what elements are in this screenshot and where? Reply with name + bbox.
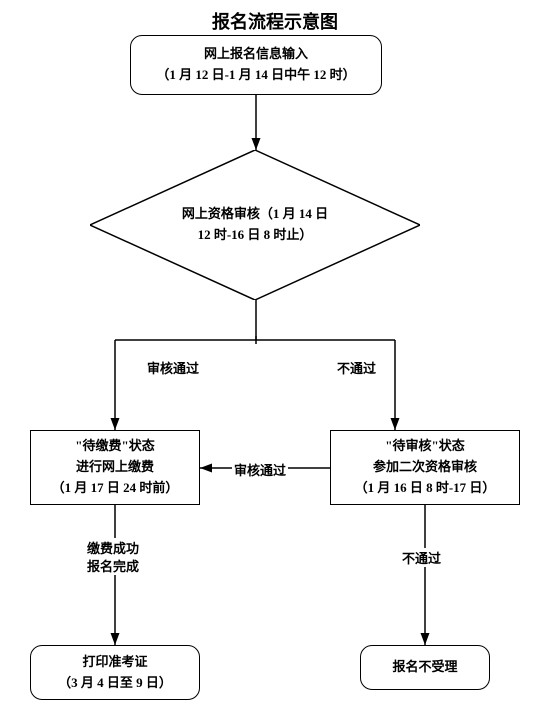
title-text: 报名流程示意图	[212, 12, 338, 32]
n2-line2: 12 时-16 日 8 时止）	[198, 225, 313, 246]
n1-line1: 网上报名信息输入	[204, 44, 308, 65]
label-pass: 审核通过	[145, 358, 201, 377]
node-pending-review: "待审核"状态 参加二次资格审核 （1 月 16 日 8 时-17 日）	[330, 430, 520, 505]
node-print-ticket: 打印准考证 （3 月 4 日至 9 日）	[30, 645, 200, 700]
label-paydone1: 缴费成功	[85, 538, 141, 557]
node-qualification-review: 网上资格审核（1 月 14 日 12 时-16 日 8 时止）	[90, 150, 420, 300]
diagram-title: 报名流程示意图	[0, 8, 550, 34]
n3-line1: "待缴费"状态	[75, 436, 154, 457]
n6-line1: 报名不受理	[392, 657, 457, 678]
n4-line2: 参加二次资格审核	[373, 457, 477, 478]
n2-line1: 网上资格审核（1 月 14 日	[182, 204, 328, 225]
label-fail2: 不通过	[400, 548, 443, 567]
n5-line2: （3 月 4 日至 9 日）	[58, 673, 172, 694]
node-rejected: 报名不受理	[360, 645, 490, 690]
n3-line3: （1 月 17 日 24 时前）	[52, 478, 179, 499]
n4-line3: （1 月 16 日 8 时-17 日）	[355, 478, 496, 499]
label-paydone2: 报名完成	[85, 556, 141, 575]
n2-text: 网上资格审核（1 月 14 日 12 时-16 日 8 时止）	[90, 150, 420, 300]
n3-line2: 进行网上缴费	[76, 457, 154, 478]
node-input-info: 网上报名信息输入 （1 月 12 日-1 月 14 日中午 12 时）	[130, 35, 382, 95]
label-pass2: 审核通过	[232, 460, 288, 479]
node-pending-payment: "待缴费"状态 进行网上缴费 （1 月 17 日 24 时前）	[30, 430, 200, 505]
n1-line2: （1 月 12 日-1 月 14 日中午 12 时）	[156, 65, 355, 86]
label-fail: 不通过	[335, 358, 378, 377]
connectors-svg	[0, 0, 550, 725]
n4-line1: "待审核"状态	[385, 436, 464, 457]
n5-line1: 打印准考证	[82, 652, 147, 673]
